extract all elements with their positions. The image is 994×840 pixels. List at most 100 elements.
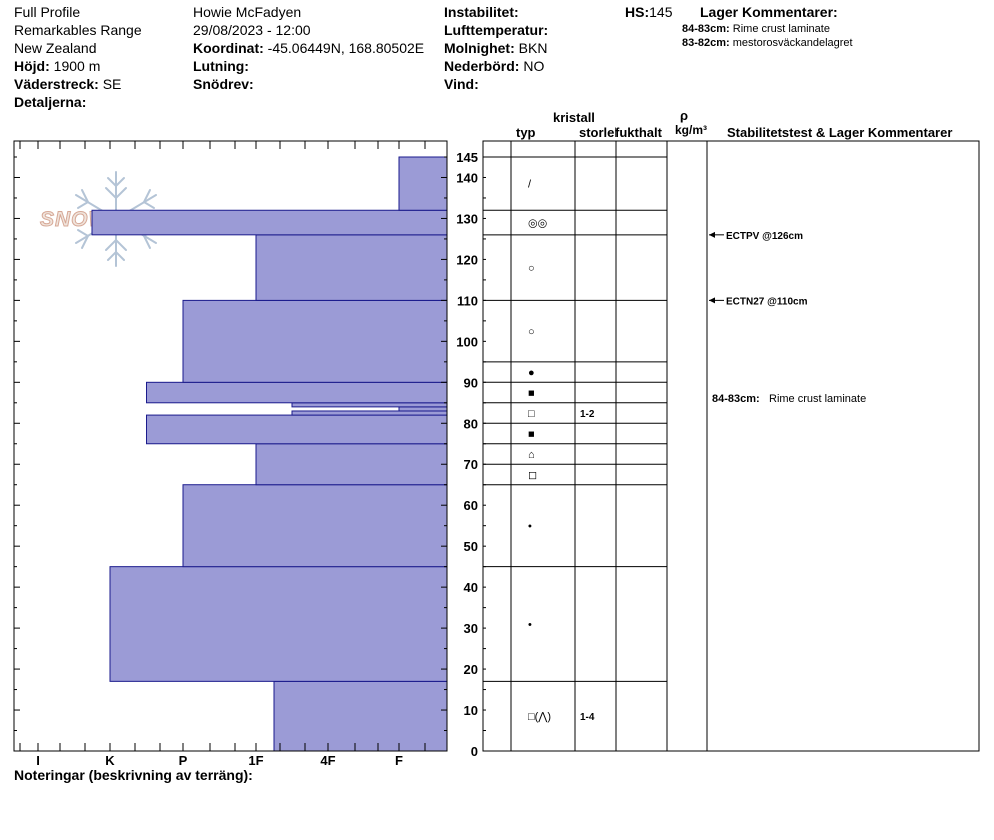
observer: Howie McFadyen <box>193 4 302 20</box>
crystal-type: • <box>528 619 532 631</box>
lufttemperatur-label: Lufttemperatur: <box>444 22 549 38</box>
hardness-bars <box>91 156 448 752</box>
hojd-row: Höjd: 1900 m <box>14 57 100 75</box>
crystal-table: □(⋀) 1-4 • • ◻ ⌂ ■ □ 1-2 ■ ● ○ ○ ◎◎ / <box>482 140 980 752</box>
hs-label: HS: <box>625 4 650 20</box>
lager-comment-2: 83-82cm: mestorosväckandelagret <box>682 37 853 50</box>
lager-comment-text: Rime crust laminate <box>732 23 830 35</box>
hardness-bar <box>182 484 448 568</box>
hardness-label: K <box>105 753 115 768</box>
koordinat-value: -45.06449N, 168.80502E <box>267 40 425 56</box>
crystal-type: ◻ <box>528 469 537 481</box>
crystal-type: □ <box>528 408 535 420</box>
lager-comment-depth: 83-82cm: <box>682 37 730 49</box>
lager-comment-depth: 84-83cm: <box>682 23 730 35</box>
lager-title: Lager Kommentarer: <box>700 4 838 20</box>
koordinat-row: Koordinat: -45.06449N, 168.80502E <box>193 39 424 57</box>
chart-axes: 0 10 20 30 40 50 60 70 80 90 100 110 120 130 140 145 I K P… <box>13 140 478 768</box>
rho-header: ρ <box>680 108 689 123</box>
hardness-bar <box>91 209 448 236</box>
kristall-header: kristall <box>553 110 595 125</box>
crystal-type: ● <box>528 367 535 379</box>
koordinat-label: Koordinat: <box>193 40 264 56</box>
stability-header: Stabilitetstest & Lager Kommentarer <box>727 125 953 140</box>
crystal-type: ⌂ <box>528 449 535 461</box>
stability-test: ECTPV @126cm <box>726 231 803 242</box>
country: New Zealand <box>14 40 97 56</box>
y-tick-label: 50 <box>464 539 478 554</box>
hardness-bar <box>109 566 448 682</box>
hardness-bar <box>291 402 448 408</box>
datetime: 29/08/2023 - 12:00 <box>193 22 311 38</box>
arrow-head-icon <box>709 297 715 304</box>
y-tick-label: 130 <box>456 211 478 226</box>
y-tick-label: 120 <box>456 252 478 267</box>
hardness-bar <box>255 234 448 301</box>
lager-comment-text: mestorosväckandelagret <box>732 37 853 49</box>
storlek-header: storlek <box>579 125 616 140</box>
layer-comment-depth: 84-83cm: <box>712 393 760 405</box>
nederbord-label: Nederbörd: <box>444 58 520 74</box>
hojd-label: Höjd: <box>14 58 50 74</box>
nederbord-row: Nederbörd: NO <box>444 57 544 75</box>
table-frame <box>482 140 980 752</box>
stability-comments: ECTPV @126cm ECTN27 @110cm 84-83cm: Rime cr… <box>709 231 866 405</box>
molnighet-value: BKN <box>518 40 548 56</box>
snodrev-label: Snödrev: <box>193 76 254 92</box>
hs-row: HS:145 <box>625 3 672 21</box>
crystal-type: • <box>528 521 532 533</box>
y-tick-label: 70 <box>464 457 478 472</box>
y-tick-label: 140 <box>456 170 478 185</box>
hardness-label: I <box>36 753 40 768</box>
crystal-type: ■ <box>528 429 535 441</box>
hardness-label: 4F <box>320 753 335 768</box>
hojd-value: 1900 m <box>53 58 101 74</box>
layer-comment-text: Rime crust laminate <box>769 393 866 405</box>
typ-header: typ <box>516 125 536 140</box>
crystal-type: ◎◎ <box>528 218 547 230</box>
y-tick-label: 10 <box>464 703 478 718</box>
hardness-bar <box>255 443 448 486</box>
stability-test: ECTN27 @110cm <box>726 296 808 307</box>
crystal-size: 1-2 <box>580 409 595 420</box>
y-tick-label: 110 <box>457 293 478 308</box>
y-tick-label: 30 <box>464 621 478 636</box>
hardness-bar <box>398 156 448 211</box>
arrow-head-icon <box>709 231 715 238</box>
y-tick-label: 100 <box>456 334 478 349</box>
crystal-size: 1-4 <box>580 712 595 723</box>
y-tick-label: 90 <box>464 375 478 390</box>
hardness-label: 1F <box>248 753 263 768</box>
y-tick-label: 60 <box>464 498 478 513</box>
density-unit-header: kg/m³ <box>675 123 708 137</box>
profile-type: Full Profile <box>14 4 81 20</box>
vaderstreck-row: Väderstreck: SE <box>14 75 121 93</box>
hardness-label: P <box>179 753 188 768</box>
hardness-bar <box>182 299 448 383</box>
hardness-bar <box>146 414 448 445</box>
crystal-type: ■ <box>528 388 535 400</box>
y-tick-label: 0 <box>471 744 478 759</box>
instabilitet-label: Instabilitet: <box>444 4 519 20</box>
location-name: Remarkables Range <box>14 22 142 38</box>
hardness-label: F <box>395 753 403 768</box>
y-tick-label: 40 <box>464 580 478 595</box>
hardness-bar <box>146 381 448 404</box>
detaljerna-label: Detaljerna: <box>14 94 87 110</box>
crystal-type: □(⋀) <box>528 711 551 723</box>
y-tick-label: 80 <box>464 416 478 431</box>
lager-comment-1: 84-83cm: Rime crust laminate <box>682 23 830 36</box>
hs-value: 145 <box>649 4 673 20</box>
crystal-type: ○ <box>528 263 535 275</box>
fukthalt-header: fukthalt <box>615 125 662 140</box>
hardness-bar <box>398 406 448 412</box>
y-tick-label: 20 <box>464 662 478 677</box>
lutning-label: Lutning: <box>193 58 249 74</box>
vind-label: Vind: <box>444 76 479 92</box>
crystal-type: ○ <box>528 326 535 338</box>
plot-frame <box>13 140 448 752</box>
crystal-type: / <box>528 179 532 191</box>
notes-label: Noteringar (beskrivning av terräng): <box>14 767 253 783</box>
hardness-bar <box>291 410 448 416</box>
